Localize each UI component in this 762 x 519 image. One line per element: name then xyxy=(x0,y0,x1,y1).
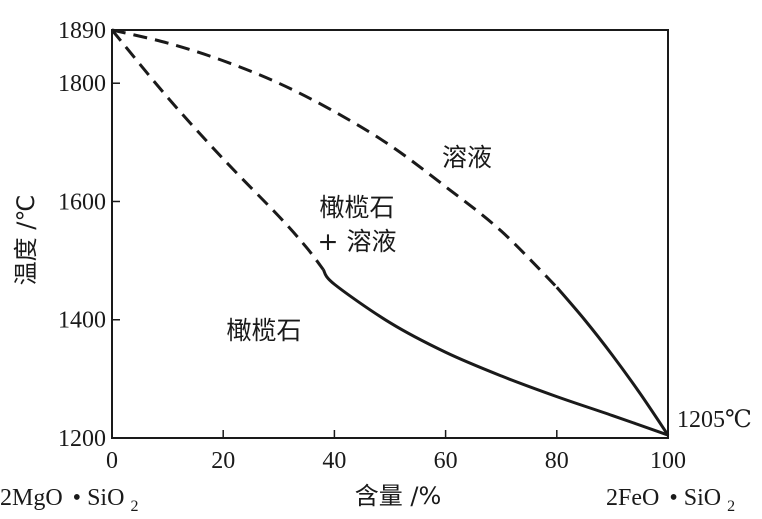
x-tick-label: 100 xyxy=(650,448,686,474)
melting-point-label: 1205℃ xyxy=(677,407,752,433)
plot-area-frame xyxy=(111,29,669,439)
liquidus-curve-solid xyxy=(555,286,670,436)
two-phase-region-label-line2: + 溶液 xyxy=(318,227,397,256)
x-tick-label: 80 xyxy=(545,448,569,474)
solidus-curve-dashed xyxy=(110,29,325,271)
phase-boundary-curves xyxy=(110,28,670,437)
right-endpoint-subscript: 2 xyxy=(727,498,735,515)
solidus-curve-solid xyxy=(321,268,669,437)
right-endpoint-main: 2FeO xyxy=(606,485,659,511)
solid-region-label: 橄榄石 xyxy=(226,316,301,345)
y-tick-label: 1800 xyxy=(58,71,106,97)
left-endpoint-dot: • xyxy=(73,485,81,511)
y-axis-ticks: 1200 1400 1600 1800 1890 xyxy=(58,18,120,452)
x-axis-title: 含量 /% xyxy=(355,482,442,510)
right-endpoint-label: 2FeO • SiO 2 xyxy=(606,485,735,515)
left-endpoint-sio: SiO xyxy=(87,485,124,511)
left-endpoint-label: 2MgO • SiO 2 xyxy=(0,485,138,515)
x-axis-ticks: 0 20 40 60 80 100 xyxy=(106,430,686,474)
x-tick-label: 40 xyxy=(322,448,346,474)
x-tick-label: 60 xyxy=(434,448,458,474)
liquidus-curve-dashed xyxy=(111,28,558,289)
y-tick-label: 1890 xyxy=(58,18,106,44)
right-endpoint-sio: SiO xyxy=(684,485,721,511)
y-tick-label: 1200 xyxy=(58,426,106,452)
y-axis-title: 温度 /℃ xyxy=(12,195,40,286)
x-tick-label: 0 xyxy=(106,448,118,474)
left-endpoint-main: 2MgO xyxy=(0,485,63,511)
two-phase-region-label-line1: 橄榄石 xyxy=(319,193,394,222)
y-tick-label: 1600 xyxy=(58,189,106,215)
y-tick-label: 1400 xyxy=(58,308,106,334)
left-endpoint-subscript: 2 xyxy=(130,498,138,515)
liquid-region-label: 溶液 xyxy=(442,143,492,172)
right-endpoint-dot: • xyxy=(669,485,677,511)
x-tick-label: 20 xyxy=(211,448,235,474)
